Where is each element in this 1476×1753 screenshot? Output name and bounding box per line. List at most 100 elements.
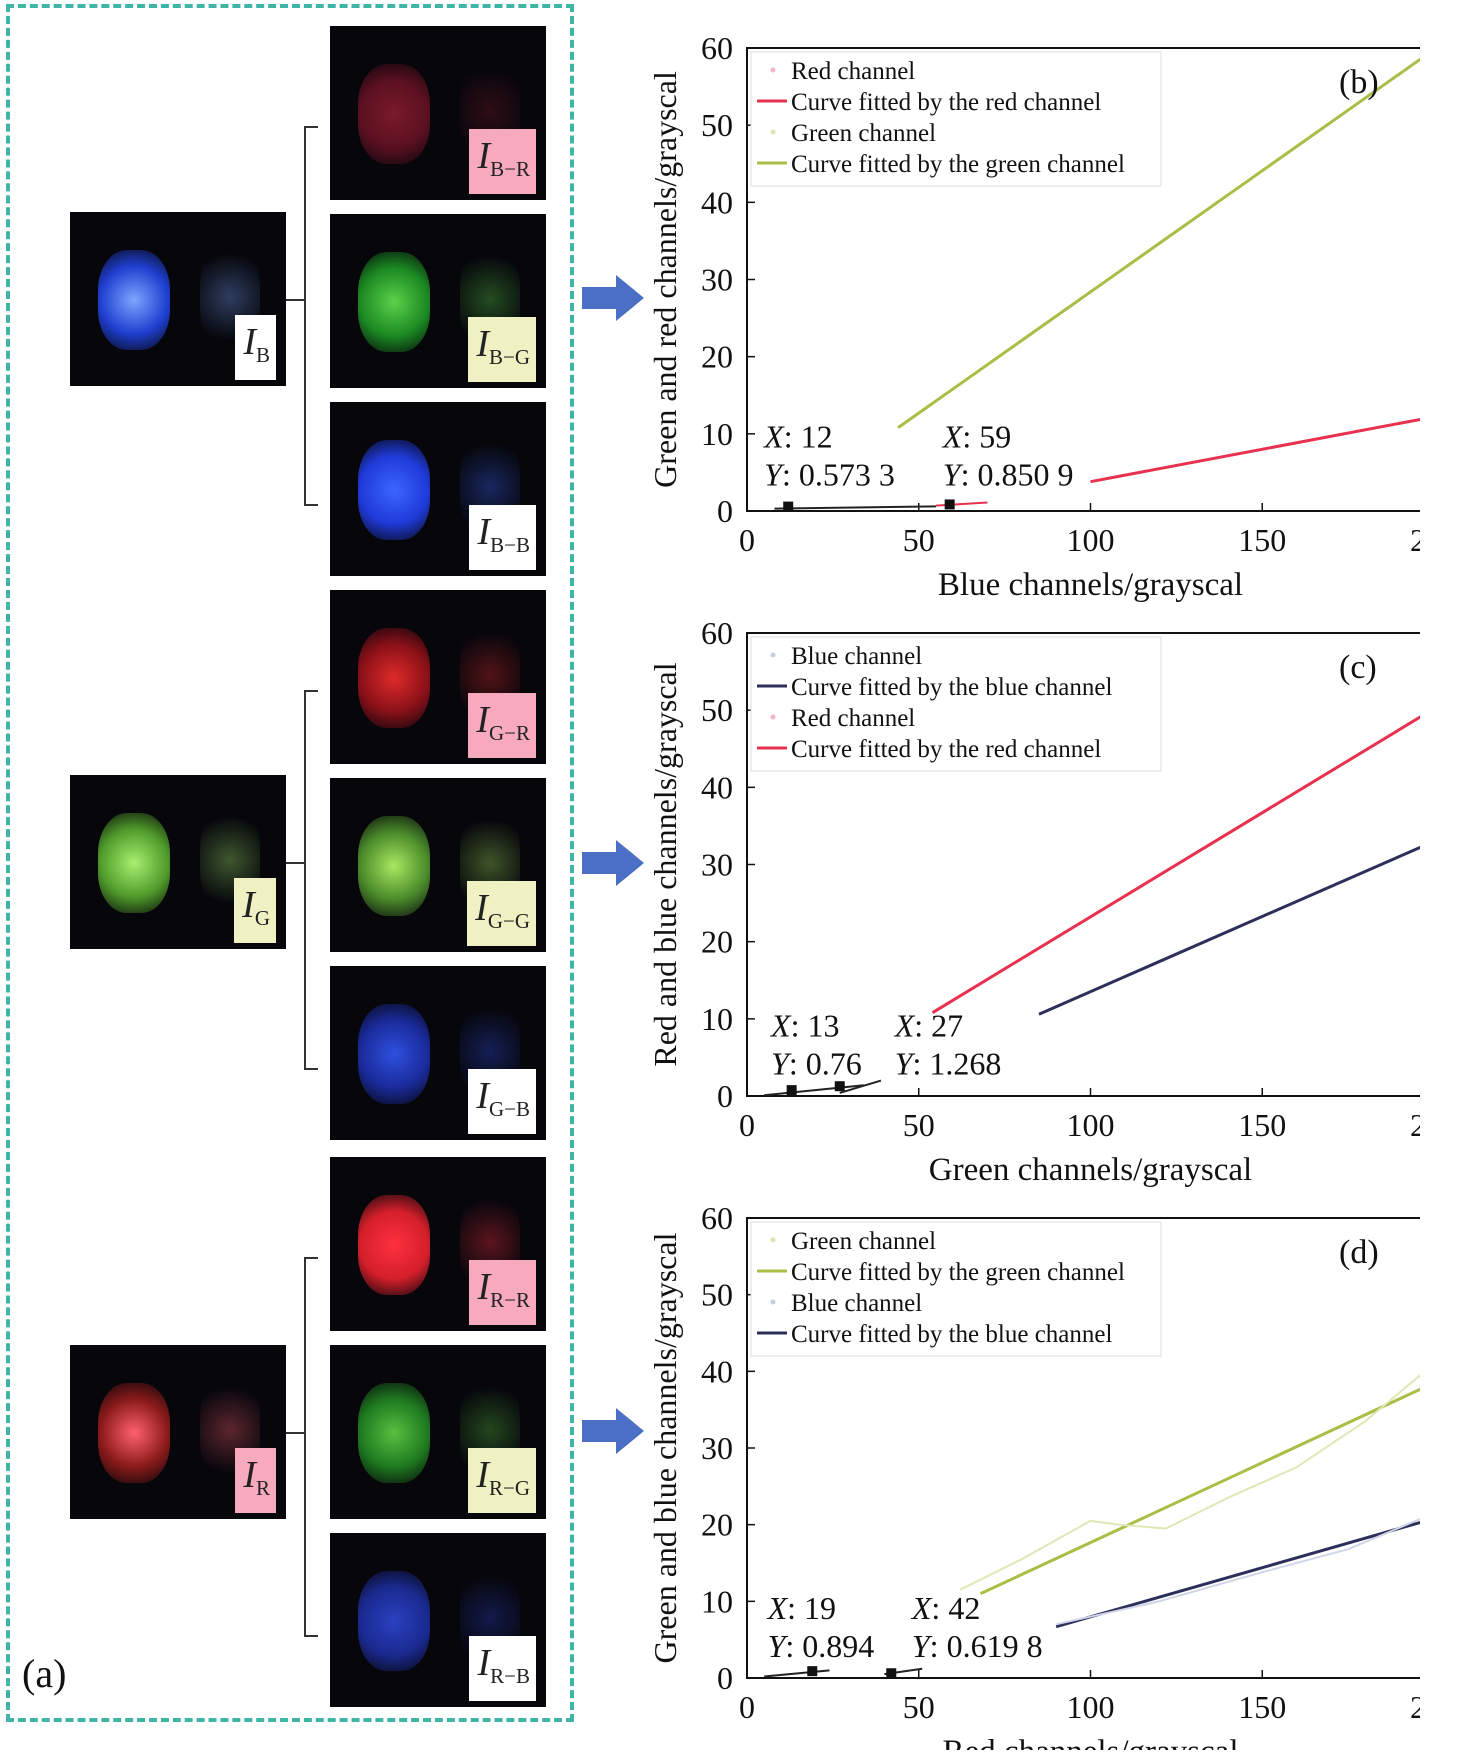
illuminated-object (98, 813, 170, 913)
x-tick-label: 50 (903, 522, 935, 558)
image-label: IG−R (468, 693, 536, 758)
legend-label: Curve fitted by the red channel (791, 89, 1101, 116)
x-tick-label: 150 (1238, 1689, 1286, 1725)
x-tick-label: 100 (1067, 1689, 1115, 1725)
x-tick-label: 100 (1067, 1107, 1115, 1143)
y-tick-label: 60 (701, 615, 733, 651)
panel-label: (b) (1339, 64, 1379, 101)
legend-box (750, 51, 1162, 187)
image-label: IG−G (467, 881, 536, 946)
data-tip-marker (783, 501, 794, 512)
image-label: IR−B (469, 1636, 536, 1701)
image-label: IG (234, 878, 276, 943)
x-tick-label: 200 (1410, 1689, 1420, 1725)
image-label: IB−R (469, 129, 536, 194)
channel-image: IR−B (330, 1533, 546, 1707)
series-line (764, 1669, 830, 1678)
arrow-right-icon (582, 275, 644, 321)
series-line (839, 1079, 882, 1094)
illuminated-object (98, 1383, 170, 1483)
image-label-symbol: I (477, 1642, 491, 1684)
series-line (931, 715, 1420, 1014)
y-tick-label: 30 (701, 847, 733, 883)
illuminated-object (98, 250, 170, 350)
image-label-symbol: I (477, 135, 491, 177)
channel-image: IB−B (330, 402, 546, 576)
image-label-subscript: G−R (488, 721, 530, 745)
x-axis-label: Blue channels/grayscal (938, 567, 1243, 603)
legend-marker-swatch (770, 714, 776, 720)
illuminated-object (358, 1195, 430, 1295)
image-label: IR (235, 1448, 276, 1513)
image-label-subscript: R−R (490, 1288, 530, 1312)
series-line (764, 1084, 864, 1097)
image-label-symbol: I (476, 323, 489, 365)
series-line (1055, 1517, 1420, 1626)
data-tip-x: X: 12 (762, 419, 832, 455)
y-tick-label: 50 (701, 1277, 733, 1313)
data-tip-y: Y: 1.268 (895, 1046, 1002, 1082)
legend-label: Red channel (791, 705, 915, 732)
y-tick-label: 60 (701, 30, 733, 66)
chart-b: 0 50 100 150 200 0 10 20 30 40 50 60 Blue channels/g… (647, 30, 1420, 603)
panel-a-frame (6, 4, 574, 1722)
group-bracket-connector (286, 1432, 306, 1434)
y-tick-label: 0 (717, 1660, 733, 1696)
x-tick-label: 100 (1067, 522, 1115, 558)
y-tick-label: 40 (701, 1353, 733, 1389)
data-tip-y: Y: 0.76 (771, 1046, 862, 1082)
y-tick-label: 30 (701, 1430, 733, 1466)
legend-label: Curve fitted by the blue channel (791, 1321, 1112, 1348)
illuminated-object (358, 64, 430, 164)
x-axis-label: Red channels/grayscal (943, 1734, 1239, 1750)
legend-marker-swatch (770, 1237, 776, 1243)
legend-label: Curve fitted by the green channel (791, 1259, 1125, 1286)
y-tick-label: 40 (701, 184, 733, 220)
y-tick-label: 50 (701, 692, 733, 728)
image-label-subscript: G−G (487, 909, 530, 933)
image-label-symbol: I (476, 1454, 489, 1496)
image-label-symbol: I (243, 321, 256, 363)
image-label-symbol: I (477, 1266, 491, 1308)
legend-label: Curve fitted by the green channel (791, 151, 1125, 178)
y-tick-label: 0 (717, 1078, 733, 1114)
y-tick-label: 20 (701, 924, 733, 960)
data-tip-marker (834, 1081, 845, 1092)
series-line (897, 57, 1420, 429)
arrow-right-icon (582, 840, 644, 886)
legend-box (750, 1221, 1162, 1357)
image-label: IR−G (468, 1448, 536, 1513)
series-line (1038, 845, 1420, 1016)
channel-image: IG−R (330, 590, 546, 764)
data-tip-x: X: 27 (893, 1008, 963, 1044)
legend-box (750, 636, 1162, 772)
source-image: IB (70, 212, 286, 386)
series-line (1090, 417, 1420, 484)
y-tick-label: 0 (717, 493, 733, 529)
panel-a-letter: (a) (22, 1651, 67, 1696)
data-tip-y: Y: 0.573 3 (764, 457, 895, 493)
image-label-subscript: B (255, 343, 270, 367)
data-tip-x: X: 19 (766, 1590, 836, 1626)
image-label-subscript: B−R (490, 157, 530, 181)
x-tick-label: 50 (903, 1107, 935, 1143)
y-tick-label: 50 (701, 107, 733, 143)
image-label: IB−G (468, 317, 536, 382)
image-label: IB−B (469, 505, 536, 570)
data-tip-y: Y: 0.619 8 (912, 1628, 1043, 1664)
source-image: IG (70, 775, 286, 949)
x-tick-label: 0 (739, 1689, 755, 1725)
legend-marker-swatch (770, 652, 776, 658)
group-bracket (304, 126, 318, 506)
group-bracket-connector (286, 862, 306, 864)
x-tick-label: 50 (903, 1689, 935, 1725)
x-tick-label: 200 (1410, 1107, 1420, 1143)
image-label-symbol: I (476, 1075, 489, 1117)
data-tip-marker (807, 1666, 818, 1677)
image-label-symbol: I (477, 511, 491, 553)
panel-label: (c) (1339, 649, 1377, 686)
channel-image: IG−G (330, 778, 546, 952)
data-tip-marker (886, 1668, 897, 1679)
image-label-subscript: B−B (490, 533, 530, 557)
y-tick-label: 40 (701, 769, 733, 805)
